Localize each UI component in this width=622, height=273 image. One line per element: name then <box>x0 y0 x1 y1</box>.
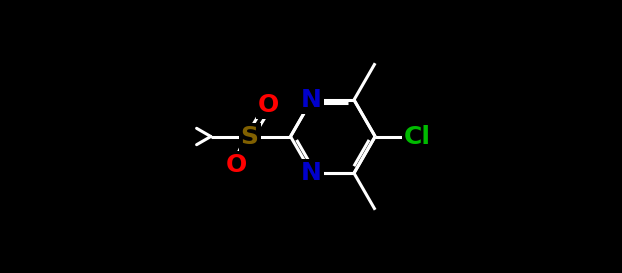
Text: Cl: Cl <box>404 124 431 149</box>
Text: S: S <box>241 124 259 149</box>
Text: O: O <box>225 153 246 177</box>
Text: N: N <box>301 88 322 112</box>
Text: O: O <box>258 93 279 117</box>
Text: N: N <box>301 161 322 185</box>
